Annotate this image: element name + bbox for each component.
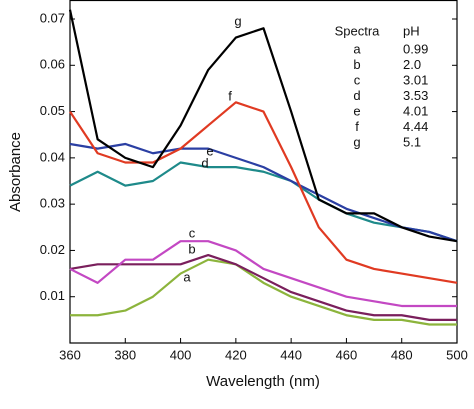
legend-cell: c	[354, 72, 361, 87]
series-line	[70, 258, 457, 326]
y-tick-label: 0.06	[40, 57, 65, 72]
x-axis-label: Wavelength (nm)	[206, 373, 320, 390]
y-axis-label: Absorbance	[7, 132, 24, 212]
curve-label: g	[234, 13, 241, 28]
legend-cell: 4.44	[403, 119, 428, 134]
y-tick-label: 0.01	[40, 288, 65, 303]
curve-label: b	[188, 241, 195, 256]
legend-cell: 4.01	[403, 103, 428, 118]
x-tick-label: 480	[391, 347, 413, 362]
x-tick-label: 420	[225, 347, 247, 362]
legend-cell: b	[353, 57, 360, 72]
x-tick-label: 360	[59, 347, 81, 362]
curve-label: a	[183, 269, 191, 284]
curve-label: d	[201, 155, 208, 170]
curve-label: f	[228, 88, 232, 103]
plot-frame	[69, 0, 458, 344]
series-line	[69, 142, 458, 243]
legend-cell: e	[353, 103, 360, 118]
legend-cell: g	[353, 134, 360, 149]
legend-header: pH	[403, 23, 420, 38]
legend-cell: 3.53	[403, 88, 428, 103]
series-line	[69, 240, 457, 308]
x-tick-label: 380	[114, 347, 136, 362]
legend-cell: 2.0	[403, 57, 421, 72]
x-tick-label: 440	[280, 347, 302, 362]
x-tick-label: 400	[170, 347, 192, 362]
series-line	[69, 101, 458, 284]
y-tick-label: 0.04	[40, 149, 65, 164]
legend-cell: 0.99	[403, 41, 428, 56]
x-tick-label: 500	[446, 347, 468, 362]
legend-cell: a	[353, 41, 361, 56]
y-tick-label: 0.07	[40, 10, 65, 25]
y-tick-label: 0.03	[40, 196, 65, 211]
y-tick-label: 0.02	[40, 242, 65, 257]
legend-cell: f	[355, 119, 359, 134]
curve-label: e	[206, 143, 213, 158]
legend-cell: 3.01	[403, 72, 428, 87]
legend-header: Spectra	[335, 23, 381, 38]
curve-label: c	[189, 225, 196, 240]
legend-cell: 5.1	[403, 134, 421, 149]
y-tick-label: 0.05	[40, 103, 65, 118]
series-line	[68, 9, 458, 243]
x-tick-label: 460	[336, 347, 358, 362]
legend-cell: d	[353, 88, 360, 103]
series-line	[69, 161, 458, 243]
series-line	[69, 253, 457, 321]
